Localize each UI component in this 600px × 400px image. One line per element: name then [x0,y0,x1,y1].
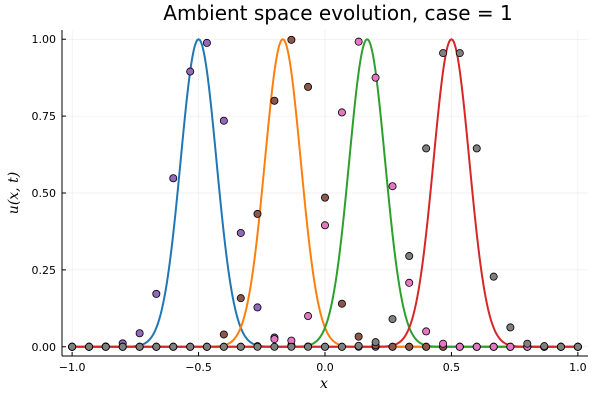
grid [62,30,588,356]
x-axis-label: x [320,376,328,392]
data-point-set-3 [405,278,414,287]
data-point-set-4 [320,342,329,351]
data-point-set-2 [320,193,329,202]
data-point-set-3 [304,312,313,321]
data-point-set-4 [556,342,565,351]
data-point-set-1 [152,289,161,298]
data-point-set-4 [540,342,549,351]
data-point-set-3 [439,339,448,348]
data-point-set-2 [253,209,262,218]
data-point-set-4 [135,342,144,351]
chart-title: Ambient space evolution, case = 1 [163,1,512,25]
data-point-set-1 [236,228,245,237]
y-axis-label: u(x, t) [6,172,22,214]
data-point-set-3 [472,342,481,351]
data-point-set-4 [169,342,178,351]
x-tick-label: −0.5 [185,361,212,374]
x-tick-label: 0.0 [316,361,334,374]
y-tick-label: 0.25 [32,264,57,277]
points [68,35,582,351]
data-point-set-3 [371,73,380,82]
data-point-set-2 [236,294,245,303]
data-point-set-1 [169,174,178,183]
data-point-set-2 [337,299,346,308]
data-point-set-2 [388,342,397,351]
data-point-set-4 [186,342,195,351]
data-point-set-4 [101,342,110,351]
x-tick-label: 1.0 [569,361,587,374]
x-tick-label: 0.5 [443,361,461,374]
data-point-set-2 [422,342,431,351]
data-point-set-2 [405,342,414,351]
data-point-set-4 [68,342,77,351]
data-point-set-4 [287,342,296,351]
data-point-set-4 [455,49,464,58]
data-point-set-4 [388,315,397,324]
data-point-set-3 [354,37,363,46]
data-point-set-4 [219,342,228,351]
y-tick-label: 0.50 [32,187,57,200]
data-point-set-1 [253,303,262,312]
y-tick-label: 1.00 [32,33,57,46]
data-point-set-4 [236,342,245,351]
data-point-set-4 [354,341,363,350]
data-point-set-4 [472,144,481,153]
y-tick-label: 0.75 [32,110,57,123]
data-point-set-3 [320,221,329,230]
data-point-set-4 [85,342,94,351]
data-point-set-2 [270,96,279,105]
data-point-set-2 [219,330,228,339]
data-point-set-4 [405,252,414,261]
data-point-set-4 [371,338,380,347]
data-point-set-1 [186,67,195,76]
data-point-set-1 [202,38,211,47]
data-point-set-1 [135,329,144,338]
data-point-set-4 [202,342,211,351]
data-point-set-4 [506,323,515,332]
data-point-set-2 [287,35,296,44]
data-point-set-4 [118,342,127,351]
data-point-set-3 [337,108,346,117]
data-point-set-4 [253,342,262,351]
data-point-set-2 [354,332,363,341]
data-point-set-4 [422,144,431,153]
data-point-set-4 [439,49,448,58]
ticks: −1.0 −0.5 0.0 0.5 1.0 0.00 0.25 0.50 0.75 1.00 [32,33,587,374]
data-point-set-4 [573,342,582,351]
data-point-set-4 [337,342,346,351]
data-point-set-4 [152,342,161,351]
y-tick-label: 0.00 [32,341,57,354]
data-point-set-4 [270,342,279,351]
data-point-set-3 [270,335,279,344]
data-point-set-2 [304,82,313,91]
data-point-set-4 [523,339,532,348]
data-point-set-3 [422,327,431,336]
data-point-set-4 [304,342,313,351]
data-point-set-3 [506,342,515,351]
x-tick-label: −1.0 [59,361,86,374]
data-point-set-4 [489,272,498,281]
data-point-set-3 [388,182,397,191]
data-point-set-3 [455,342,464,351]
data-point-set-3 [489,342,498,351]
data-point-set-1 [219,116,228,125]
